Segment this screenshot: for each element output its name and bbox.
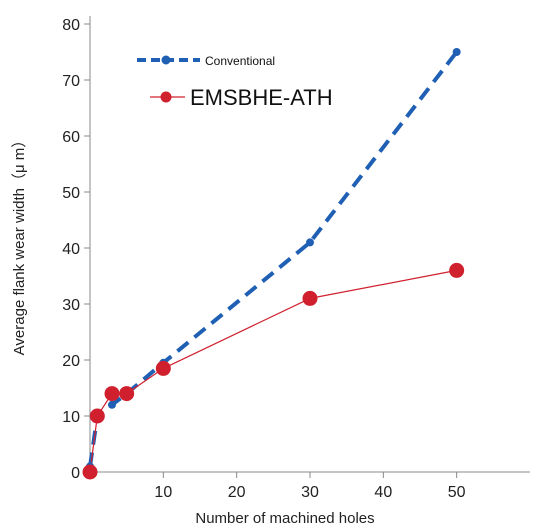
y-tick-label: 70 (62, 73, 80, 90)
y-tick-label: 40 (62, 241, 80, 258)
series-points-conventional (86, 48, 461, 471)
y-ticks: 0 10 20 30 40 50 60 70 80 (62, 17, 90, 482)
x-tick-label: 40 (374, 484, 392, 501)
x-tick-label: 50 (448, 484, 466, 501)
series-conventional (88, 50, 459, 467)
series-layer (82, 48, 465, 480)
data-point-emsbhe-ath (119, 386, 135, 402)
data-point-conventional (108, 400, 116, 409)
y-tick-label: 30 (62, 297, 80, 314)
y-tick-label: 50 (62, 185, 80, 202)
series-line-conventional (88, 50, 459, 467)
data-point-conventional (452, 48, 461, 56)
legend-conventional-label: Conventional (205, 54, 275, 68)
x-tick-label: 30 (301, 484, 319, 501)
x-ticks: 10 20 30 40 50 (154, 472, 466, 501)
y-axis-title: Average flank wear width（μ m） (11, 133, 28, 356)
data-point-emsbhe-ath (82, 464, 98, 480)
legend-conventional-marker (161, 55, 171, 65)
y-tick-label: 10 (62, 409, 80, 426)
data-point-emsbhe-ath (302, 290, 318, 306)
y-tick-label: 60 (62, 129, 80, 146)
legend-emsbhe-label: EMSBHE-ATH (190, 85, 333, 110)
series-points-emsbhe-ath (82, 262, 465, 480)
x-tick-label: 10 (154, 484, 172, 501)
y-tick-label: 20 (62, 353, 80, 370)
series-emsbhe-ath (89, 269, 457, 473)
y-tick-label: 0 (71, 465, 80, 482)
series-line-emsbhe-ath (89, 269, 457, 473)
y-tick-label: 80 (62, 17, 80, 34)
data-point-emsbhe-ath (104, 386, 120, 402)
legend: Conventional EMSBHE-ATH (137, 54, 333, 110)
data-point-conventional (306, 238, 314, 247)
x-tick-label: 20 (228, 484, 246, 501)
data-point-emsbhe-ath (89, 408, 105, 424)
data-point-emsbhe-ath (155, 360, 171, 376)
data-point-emsbhe-ath (449, 262, 465, 278)
legend-emsbhe-marker (160, 91, 172, 103)
x-axis-title: Number of machined holes (195, 510, 374, 527)
